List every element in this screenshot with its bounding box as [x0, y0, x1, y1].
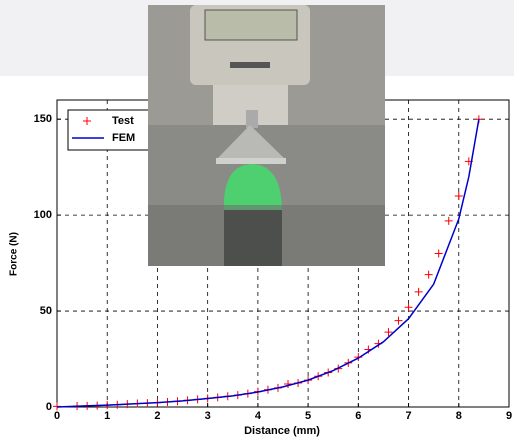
x-tick-label: 6: [355, 410, 361, 422]
series-line: [56, 119, 480, 408]
marker: [424, 270, 433, 279]
x-tick-label: 7: [405, 410, 411, 422]
marker: [394, 316, 403, 325]
x-tick-label: 1: [104, 410, 110, 422]
x-tick-label: 3: [205, 410, 211, 422]
x-tick-label: 8: [456, 410, 462, 422]
x-tick-label: 0: [54, 410, 60, 422]
x-tick-label: 4: [255, 410, 262, 422]
x-tick-label: 9: [506, 410, 512, 422]
marker: [83, 117, 91, 125]
x-tick-label: 5: [305, 410, 311, 422]
legend-label: Test: [112, 115, 134, 127]
marker: [444, 216, 453, 225]
y-axis-label: Force (N): [9, 232, 20, 276]
marker: [434, 249, 443, 258]
x-axis-label: Distance (mm): [244, 425, 320, 437]
y-tick-label: 50: [40, 305, 52, 317]
y-tick-label: 0: [46, 401, 52, 413]
photo-inset: [148, 5, 385, 266]
y-tick-label: 150: [34, 113, 52, 125]
marker: [454, 191, 463, 200]
legend-label: FEM: [112, 132, 135, 144]
marker: [404, 303, 413, 312]
x-tick-label: 2: [154, 410, 160, 422]
y-tick-label: 100: [34, 209, 52, 221]
marker: [414, 287, 423, 296]
marker: [384, 328, 393, 337]
marker: [284, 379, 293, 388]
